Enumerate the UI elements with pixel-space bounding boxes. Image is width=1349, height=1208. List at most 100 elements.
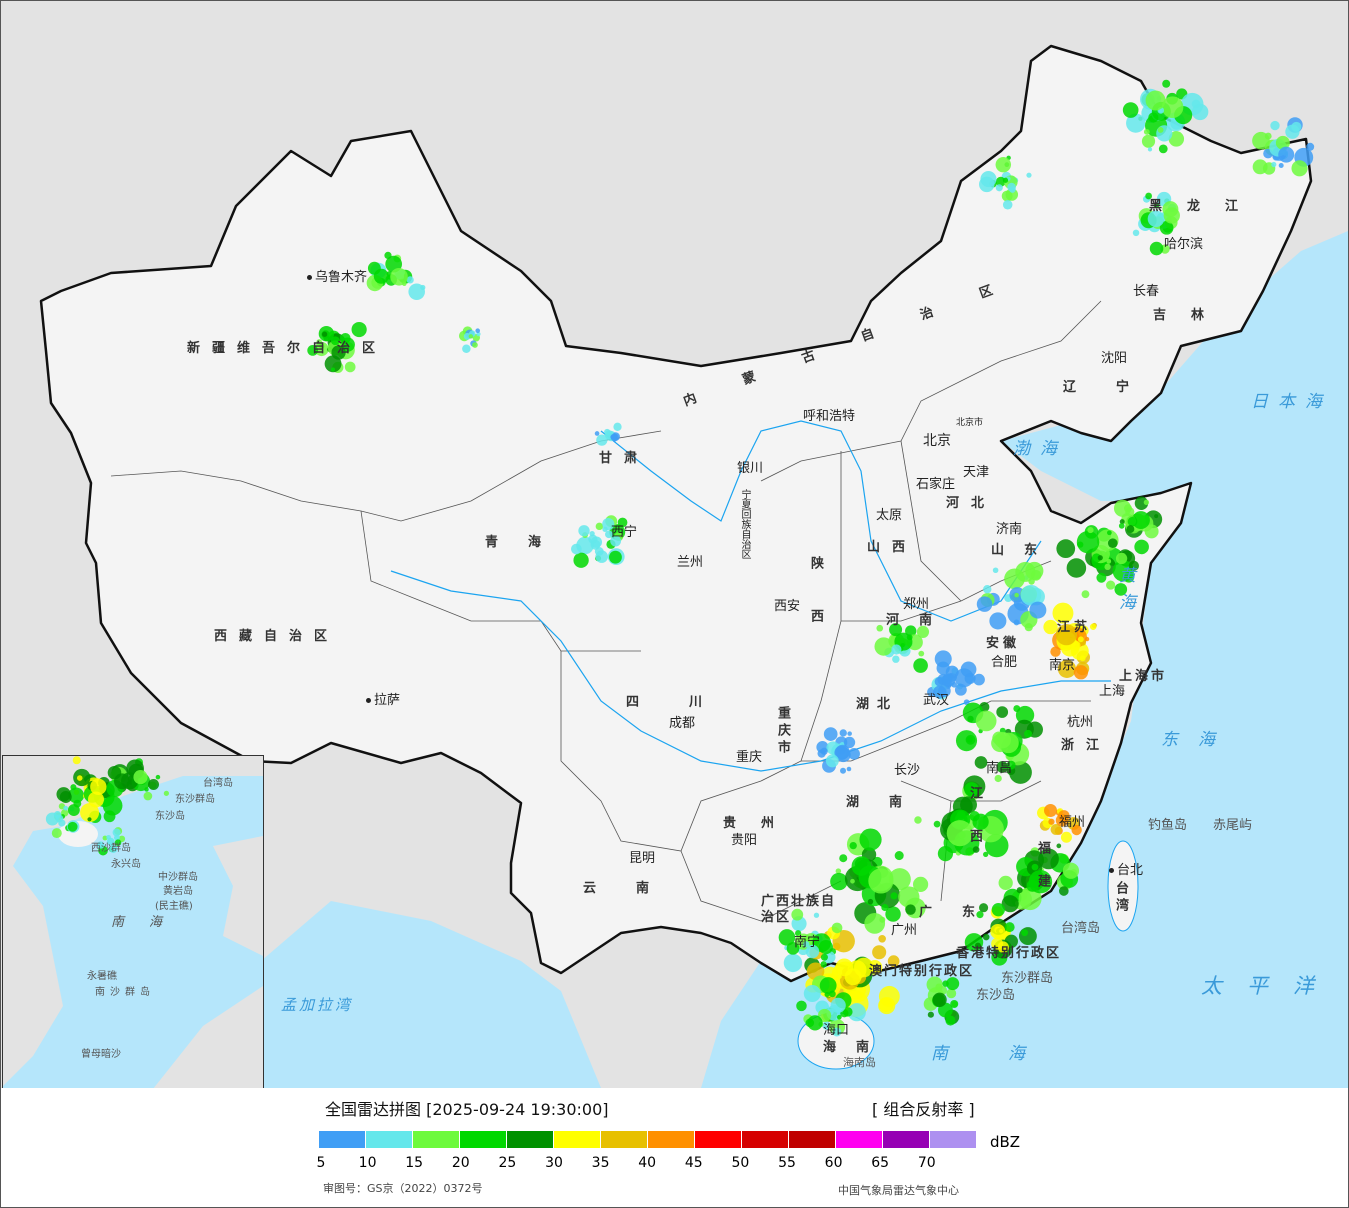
city-label: 南京 (1049, 658, 1076, 673)
inset-label: 曾母暗沙 (81, 1049, 121, 1060)
province-label: 广东 (919, 905, 1006, 920)
radar-echo (867, 898, 874, 905)
province-label: 福建 (1035, 841, 1050, 907)
radar-echo (1038, 848, 1059, 870)
radar-echo (314, 341, 329, 357)
radar-echo (90, 778, 107, 796)
south-china-sea-inset: 南海 西沙群岛 永兴岛 中沙群岛 黄岩岛 (民主礁) 永暑礁 南沙群岛 曾母暗沙… (2, 755, 264, 1088)
radar-echo (878, 985, 900, 1007)
radar-echo (818, 940, 834, 955)
radar-echo (56, 787, 71, 802)
city-label: 成都 (669, 716, 696, 731)
inset-label: 黄岩岛 (163, 886, 193, 897)
radar-echo (1114, 583, 1128, 596)
radar-echo (1168, 131, 1185, 147)
scale-swatch (930, 1131, 977, 1148)
radar-echo (878, 934, 886, 943)
radar-echo (1066, 558, 1087, 578)
scale-swatch (554, 1131, 601, 1148)
radar-echo (830, 997, 846, 1013)
radar-echo (1145, 192, 1153, 200)
radar-echo (1013, 619, 1020, 626)
radar-echo (1050, 646, 1061, 657)
province-label: 浙江 (1061, 738, 1112, 753)
radar-echo (778, 929, 796, 946)
radar-echo (996, 761, 1009, 773)
scale-swatch (836, 1131, 883, 1148)
scale-tick-label: 15 (405, 1155, 424, 1171)
radar-echo (1252, 159, 1268, 175)
inset-graphics (3, 756, 263, 1088)
radar-echo (1271, 161, 1277, 168)
radar-echo (1097, 555, 1103, 561)
radar-map[interactable]: 乌鲁木齐 新疆维吾尔自治区 西藏自治区 拉萨 青海 西宁 甘肃 兰州 银川 宁夏… (1, 1, 1348, 1088)
radar-echo (609, 550, 622, 564)
radar-echo (1141, 134, 1156, 148)
radar-echo (927, 1011, 934, 1018)
radar-echo (874, 637, 893, 656)
island-label: 台湾岛 (1061, 921, 1101, 936)
radar-echo (1158, 144, 1168, 154)
scale-tick-label: 35 (591, 1155, 610, 1171)
radar-echo (1004, 922, 1015, 933)
radar-echo (1021, 929, 1029, 937)
inset-label: 台湾岛 (203, 778, 233, 789)
radar-echo (974, 942, 982, 949)
city-label: 武汉 (923, 693, 950, 708)
unit-label: dBZ (990, 1133, 1021, 1151)
radar-echo (942, 980, 949, 987)
city-label: 济南 (996, 522, 1023, 537)
radar-echo (1052, 602, 1074, 624)
radar-echo (868, 868, 894, 894)
radar-echo (1127, 516, 1138, 527)
province-label: 新疆维吾尔自治区 (187, 341, 388, 356)
radar-echo (1275, 135, 1290, 150)
radar-echo (889, 623, 903, 637)
province-label: 上海市 (1119, 669, 1168, 684)
province-label: 黑龙江 (1149, 199, 1264, 214)
radar-echo (1115, 552, 1128, 565)
radar-echo (1128, 560, 1139, 571)
radar-echo (1050, 823, 1062, 835)
radar-echo (976, 596, 993, 612)
radar-echo (102, 835, 108, 841)
map-title: 全国雷达拼图 [2025-09-24 19:30:00] (325, 1100, 609, 1119)
city-label: 海口 (823, 1023, 850, 1038)
radar-echo (1291, 160, 1308, 177)
city-label: 昆明 (629, 851, 656, 866)
radar-echo (998, 732, 1019, 754)
radar-echo (1018, 927, 1037, 946)
radar-echo (58, 819, 66, 827)
city-label: 乌鲁木齐 (307, 271, 367, 284)
radar-echo (1002, 200, 1013, 210)
radar-echo (602, 518, 615, 531)
radar-echo (1157, 127, 1164, 133)
radar-echo (406, 276, 414, 284)
sea-label: 南海 (931, 1044, 1085, 1064)
province-label: 山东 (991, 543, 1058, 558)
capital-label: 北京 (923, 433, 951, 449)
radar-echo (1191, 99, 1201, 109)
island-label: 东沙群岛 (1001, 971, 1054, 986)
radar-echo (975, 710, 997, 732)
radar-echo (344, 361, 356, 373)
radar-echo (983, 585, 992, 594)
radar-echo (475, 328, 481, 334)
radar-echo (53, 810, 62, 819)
sea-label: 黄海 (1115, 566, 1135, 620)
radar-echo (973, 673, 985, 686)
province-label: 湖北 (856, 697, 899, 712)
region-label: 香港特别行政区 (956, 946, 1062, 961)
radar-echo (1015, 561, 1036, 582)
province-label: 江苏 (1057, 620, 1092, 635)
radar-echo (1026, 172, 1032, 178)
province-label: 湖南 (846, 795, 933, 810)
radar-echo (786, 942, 800, 955)
radar-echo (851, 856, 872, 876)
province-label: 四川 (626, 695, 753, 710)
scale-tick-label: 25 (498, 1155, 517, 1171)
radar-echo (1145, 90, 1166, 111)
radar-echo (964, 782, 979, 797)
radar-echo (80, 803, 100, 823)
radar-echo (133, 770, 148, 785)
